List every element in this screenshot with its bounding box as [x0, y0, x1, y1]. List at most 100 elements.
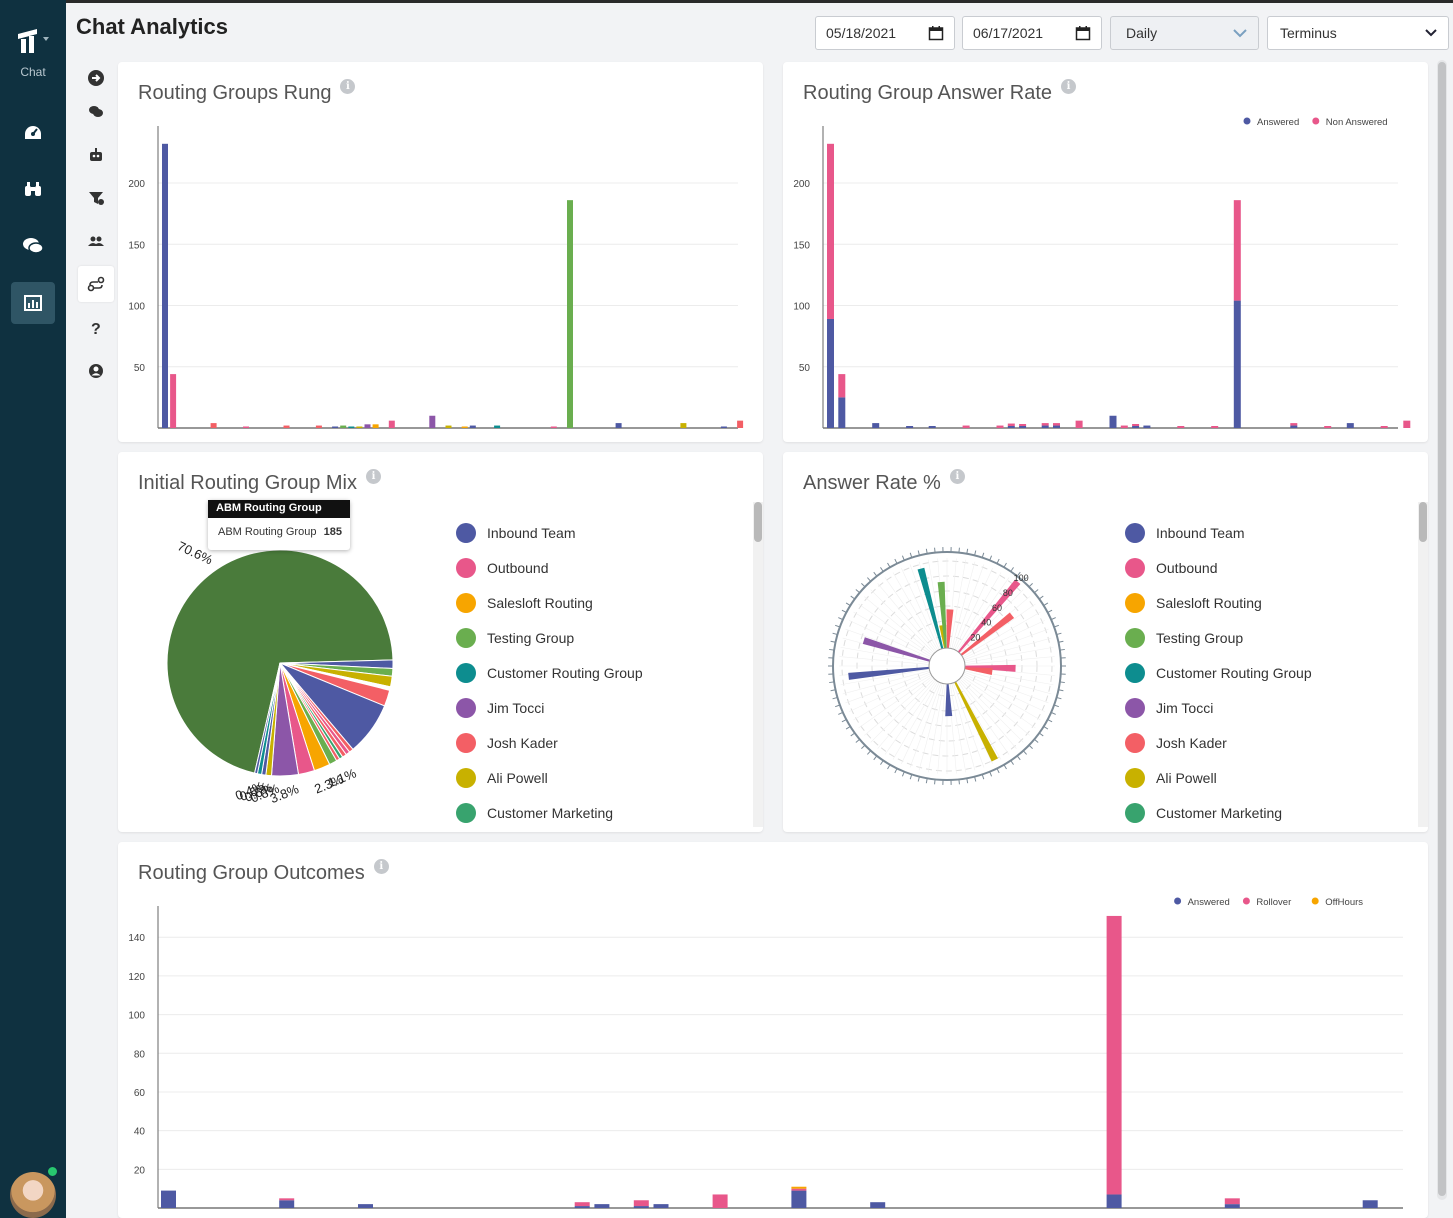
bar-non-answered — [1403, 420, 1411, 428]
calendar-icon[interactable] — [1075, 25, 1091, 41]
filter-icon[interactable] — [78, 180, 114, 216]
polar-tick — [934, 547, 936, 553]
page-scroll-thumb[interactable] — [1438, 62, 1446, 1196]
bar — [162, 143, 168, 429]
polar-grid-spoke — [853, 611, 932, 658]
polar-tick — [901, 555, 905, 561]
arrow-right-circle-icon[interactable] — [78, 60, 114, 96]
legend-item[interactable]: Josh Kader — [1125, 725, 1312, 760]
bar — [364, 424, 371, 428]
bar — [388, 420, 395, 428]
legend-item[interactable]: Customer Routing Group — [456, 655, 643, 690]
legend-item[interactable]: Outbound — [456, 550, 643, 585]
org-select[interactable]: Terminus — [1267, 16, 1449, 50]
users-icon[interactable] — [78, 223, 114, 259]
legend-item[interactable]: Inbound Team — [1125, 515, 1312, 550]
info-icon[interactable]: i — [365, 469, 381, 484]
legend-marker — [1125, 592, 1145, 613]
polar-grid-spoke — [927, 683, 945, 773]
help-icon[interactable]: ? — [78, 310, 114, 346]
legend-scrollbar[interactable] — [753, 502, 763, 827]
y-tick-label: 140 — [128, 933, 145, 944]
bar-answered — [870, 1202, 886, 1208]
calendar-icon[interactable] — [928, 25, 944, 41]
interval-select[interactable]: Daily — [1110, 16, 1259, 50]
legend-item[interactable]: Jim Tocci — [456, 690, 643, 725]
chat-bubbles-icon[interactable] — [11, 225, 55, 267]
start-date-input[interactable]: 05/18/2021 — [815, 16, 955, 50]
polar-grid-spoke — [954, 567, 993, 650]
legend-label: Ali Powell — [487, 769, 548, 786]
scroll-thumb[interactable] — [1419, 502, 1427, 542]
polar-grid-spoke — [963, 673, 1046, 712]
bar-offhours — [791, 1186, 807, 1189]
analytics-icon[interactable] — [11, 282, 55, 324]
polar-grid-spoke — [864, 596, 934, 655]
legend-item[interactable]: Customer Marketing — [1125, 795, 1312, 830]
legend-label: Salesloft Routing — [1156, 594, 1262, 611]
legend-item[interactable]: Customer Routing Group — [1125, 655, 1312, 690]
legend-item[interactable]: Outbound — [1125, 550, 1312, 585]
legend-item[interactable]: Jim Tocci — [1125, 690, 1312, 725]
legend-item[interactable]: Josh Kader — [456, 725, 643, 760]
user-circle-icon[interactable] — [78, 353, 114, 389]
polar-r-tick: 100 — [1014, 573, 1029, 583]
legend-label: Customer Marketing — [1156, 804, 1283, 821]
legend-item[interactable]: Inbound Team — [456, 515, 643, 550]
bar — [429, 415, 436, 428]
bar-answered — [161, 1190, 176, 1208]
info-icon[interactable]: i — [949, 469, 965, 484]
bar-answered — [1053, 425, 1060, 428]
polar-grid-spoke — [962, 674, 1041, 721]
polar-r-tick: 60 — [992, 603, 1002, 613]
polar-grid-spoke — [848, 620, 931, 659]
bar-rollover — [712, 1194, 728, 1208]
bar-answered — [653, 1204, 669, 1208]
legend-item[interactable]: Testing Group — [456, 620, 643, 655]
polar-tick — [850, 595, 856, 600]
legend-item[interactable]: Ali Powell — [456, 760, 643, 795]
polar-tick — [1047, 719, 1053, 723]
bar-non-answered — [1177, 426, 1185, 428]
scroll-thumb[interactable] — [754, 502, 762, 542]
polar-r-tick: 40 — [981, 618, 991, 628]
info-icon[interactable]: i — [340, 79, 356, 94]
legend-item[interactable]: Salesloft Routing — [1125, 585, 1312, 620]
polar-tick — [1050, 711, 1056, 715]
legend-item[interactable]: Testing Group — [1125, 620, 1312, 655]
polar-grid-spoke — [963, 671, 1049, 704]
org-value: Terminus — [1280, 25, 1337, 41]
bot-icon[interactable] — [78, 137, 114, 173]
bar-non-answered — [1233, 200, 1241, 301]
polar-grid-spoke — [892, 572, 939, 651]
bar-answered — [1233, 300, 1241, 428]
brand[interactable]: Chat — [0, 26, 66, 79]
binoculars-icon[interactable] — [11, 168, 55, 210]
routing-icon[interactable] — [78, 266, 114, 302]
legend-marker — [456, 592, 476, 613]
legend-label: Outbound — [487, 559, 549, 576]
svg-text:?: ? — [91, 321, 101, 336]
nav-chat-label: Chat — [20, 65, 46, 79]
bar — [461, 426, 468, 428]
polar-tick — [925, 548, 928, 554]
end-date-input[interactable]: 06/17/2021 — [962, 16, 1102, 50]
polar-grid-spoke — [952, 682, 985, 768]
bar — [356, 426, 363, 428]
polar-tick — [1058, 689, 1064, 692]
chat-icon[interactable] — [78, 94, 114, 130]
legend-item[interactable]: Ali Powell — [1125, 760, 1312, 795]
bar-answered — [633, 1206, 649, 1208]
legend-scrollbar[interactable] — [1418, 502, 1428, 827]
dashboard-icon[interactable] — [11, 112, 55, 154]
legend-label: Answered — [1188, 897, 1230, 908]
info-icon[interactable]: i — [1061, 79, 1077, 94]
info-icon[interactable]: i — [373, 859, 389, 874]
polar-tick — [867, 577, 872, 582]
avatar[interactable] — [10, 1172, 56, 1218]
polar-tick — [981, 774, 985, 780]
page-scrollbar[interactable] — [1437, 60, 1447, 1200]
legend-item[interactable]: Salesloft Routing — [456, 585, 643, 620]
legend-item[interactable]: Customer Marketing — [456, 795, 643, 830]
bar — [243, 426, 249, 428]
